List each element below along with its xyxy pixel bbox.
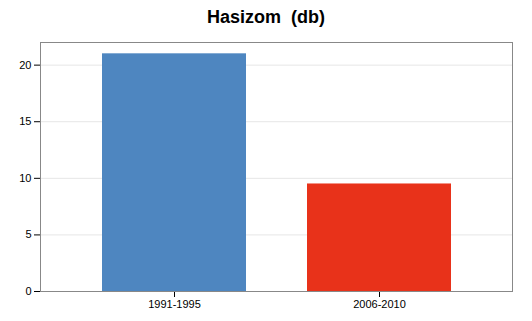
svg-text:1991-1995: 1991-1995	[148, 298, 201, 310]
svg-text:5: 5	[25, 228, 31, 240]
svg-text:15: 15	[19, 115, 31, 127]
svg-text:0: 0	[25, 285, 31, 297]
svg-text:10: 10	[19, 172, 31, 184]
svg-text:20: 20	[19, 59, 31, 71]
html-text:Hasizom (db): Hasizom (db)	[207, 7, 325, 27]
svg-text:2006-2010: 2006-2010	[353, 298, 406, 310]
